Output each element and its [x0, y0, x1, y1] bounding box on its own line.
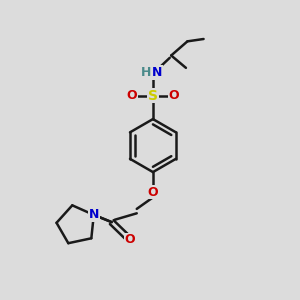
Text: O: O: [126, 89, 137, 102]
Text: O: O: [125, 233, 135, 246]
Text: O: O: [169, 89, 179, 102]
Text: S: S: [148, 88, 158, 103]
Text: N: N: [152, 66, 163, 79]
Text: H: H: [141, 66, 152, 79]
Text: O: O: [148, 186, 158, 199]
Text: N: N: [88, 208, 99, 221]
Text: N: N: [88, 207, 99, 220]
